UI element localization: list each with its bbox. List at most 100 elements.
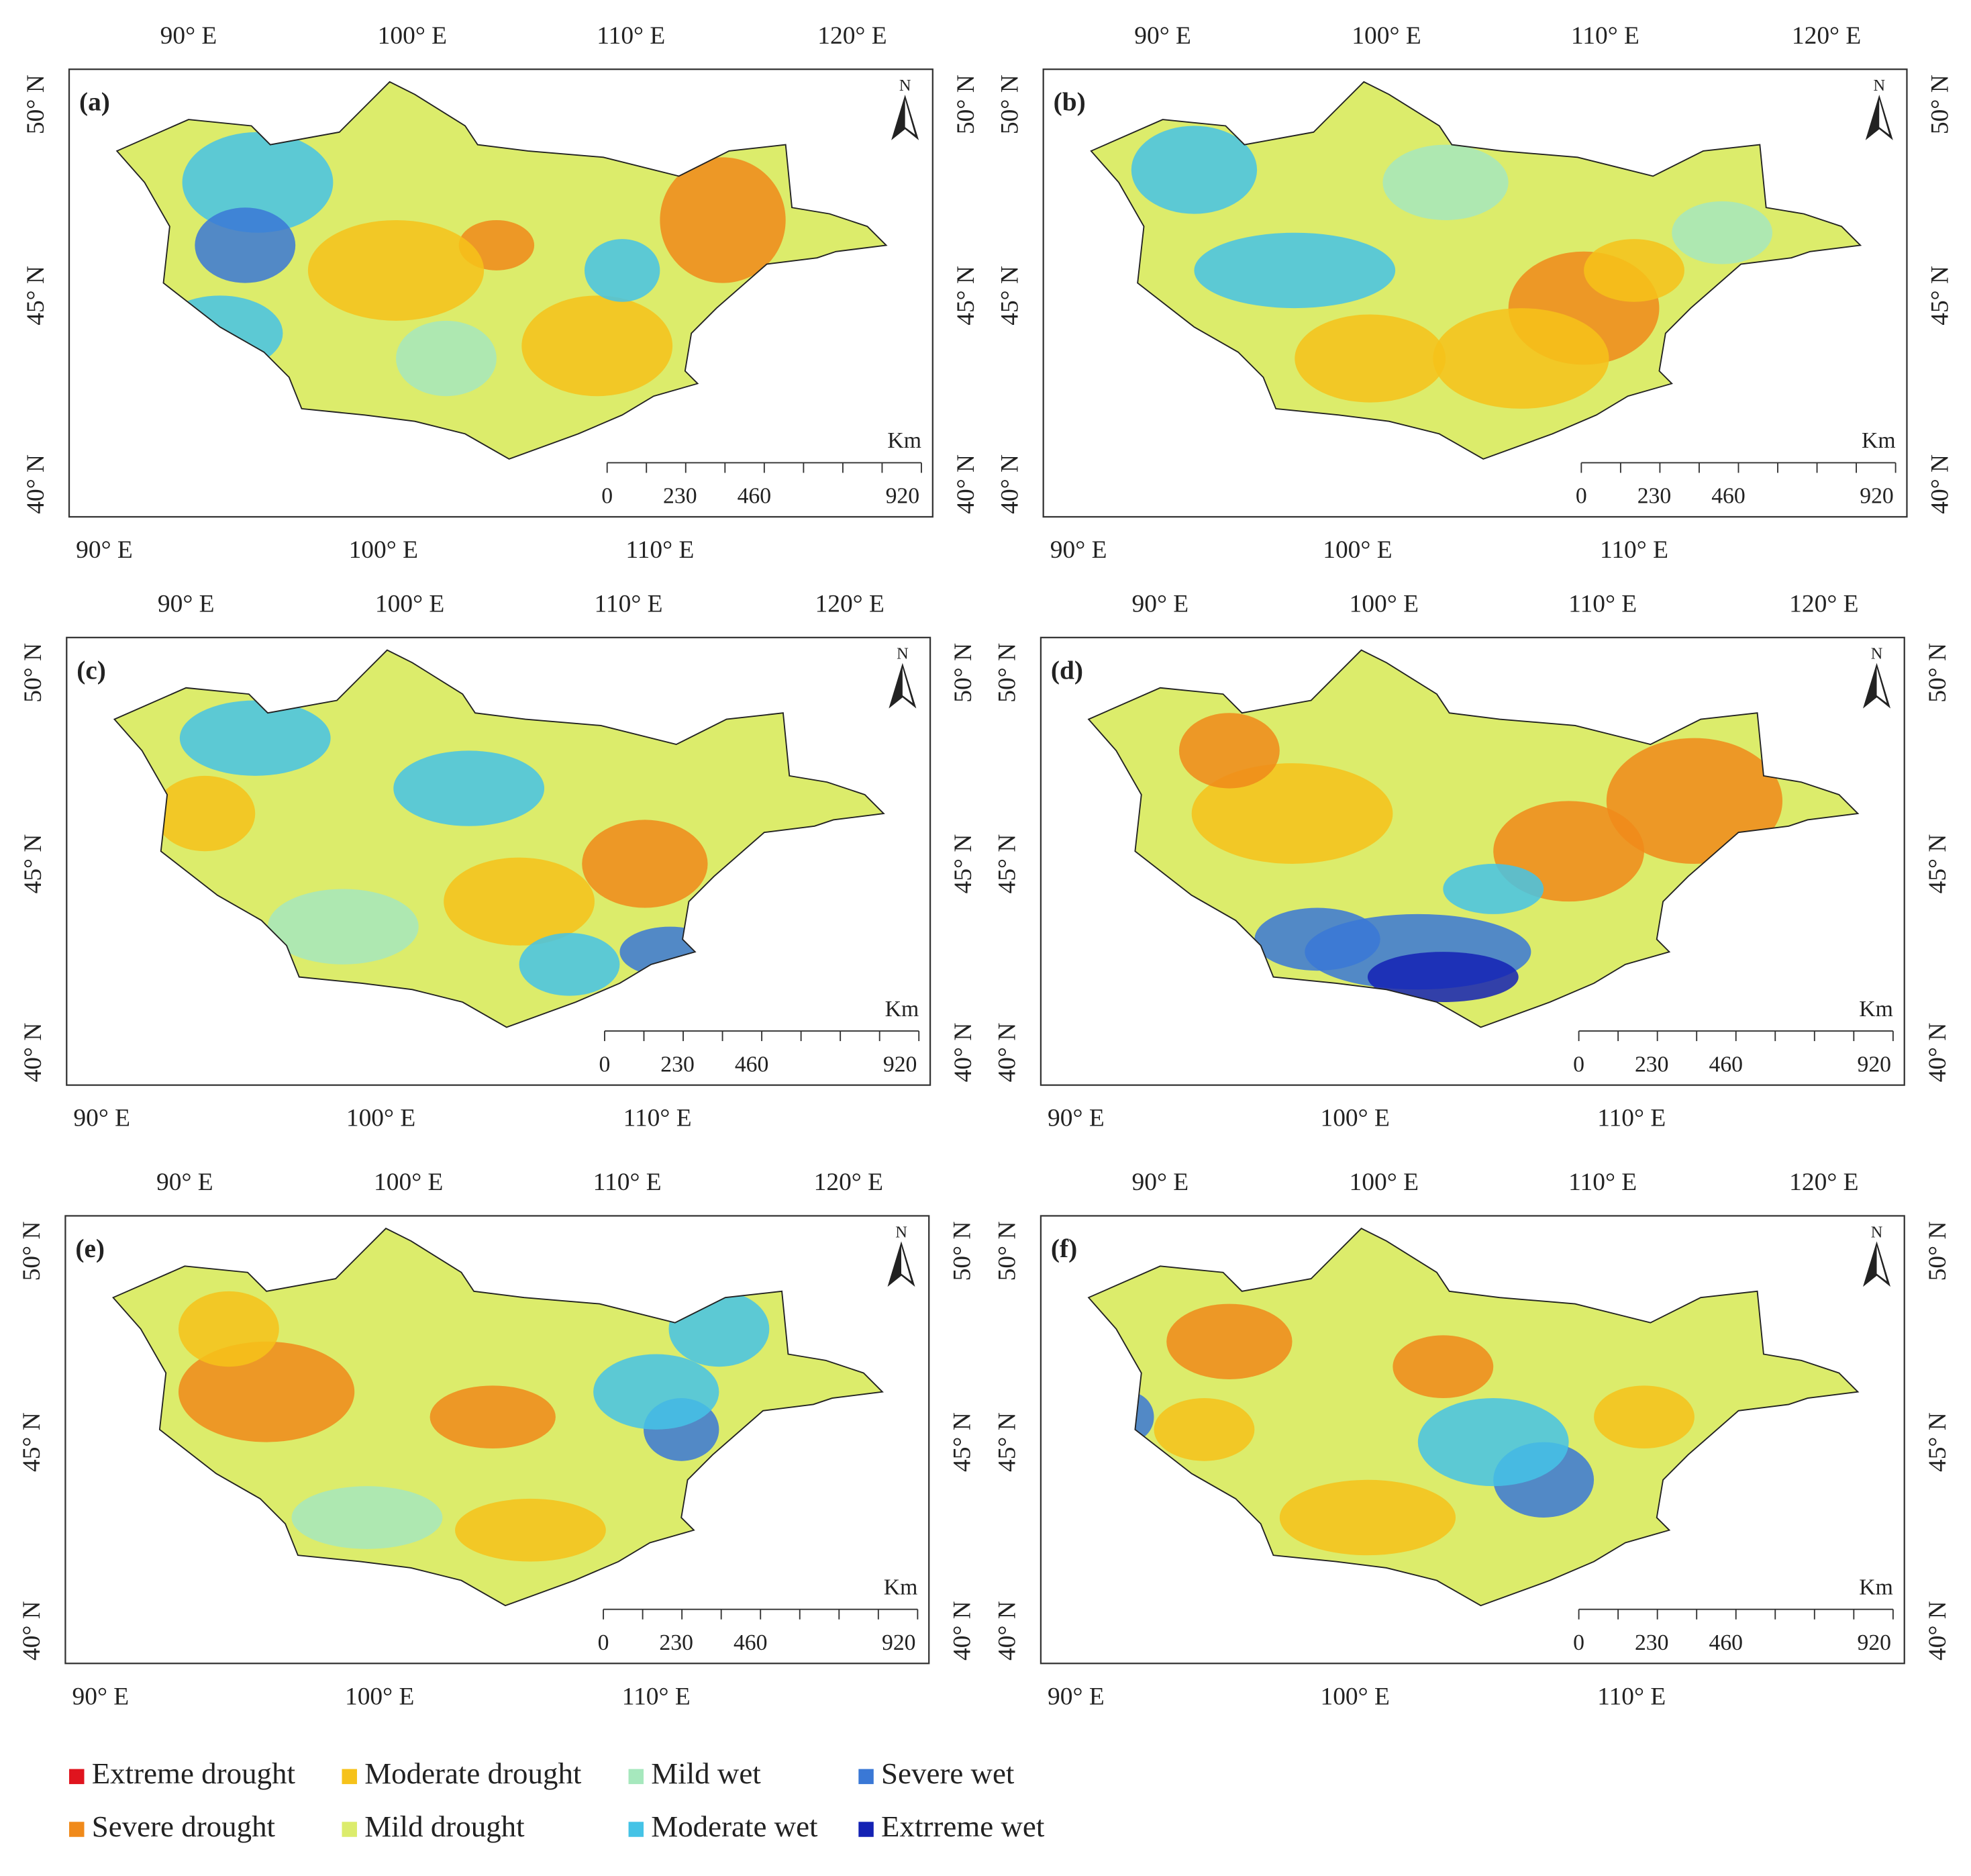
legend-swatch xyxy=(858,1769,874,1785)
lat-label-right: 45° N xyxy=(952,266,980,326)
lat-label-right: 40° N xyxy=(1924,1023,1952,1083)
north-arrow-half xyxy=(905,99,915,135)
drought-patch xyxy=(267,889,419,965)
lat-label-left: 50° N xyxy=(994,1221,1021,1281)
lat-label-right: 50° N xyxy=(1924,643,1952,703)
lat-label-left: 45° N xyxy=(19,834,47,894)
drought-patch xyxy=(1417,1398,1569,1487)
scale-label: 460 xyxy=(734,1630,768,1655)
lat-label-left: 50° N xyxy=(19,643,47,703)
north-label: N xyxy=(1871,1223,1883,1241)
drought-patch xyxy=(1191,763,1393,864)
drought-patch xyxy=(584,239,660,302)
scale-unit: Km xyxy=(1859,997,1893,1022)
legend-label: Extreme drought xyxy=(92,1757,296,1790)
lat-label-left: 40° N xyxy=(22,454,50,514)
panels: (a) N Km 0 230 460 920 90° E 100° E 110° E 120° E 9… xyxy=(18,22,1954,1710)
lat-label-left: 40° N xyxy=(19,1023,47,1083)
scale-label: 0 xyxy=(599,1052,611,1077)
lon-label-bottom: 90° E xyxy=(1048,1683,1105,1710)
lon-label-bottom: 110° E xyxy=(623,1105,692,1132)
lat-label-right: 40° N xyxy=(952,454,980,514)
drought-patch xyxy=(1178,713,1280,789)
drought-patch xyxy=(195,207,296,283)
drought-patch xyxy=(1367,952,1519,1003)
legend-label: Mild wet xyxy=(651,1757,761,1790)
drought-patch xyxy=(1382,144,1509,220)
lon-label-bottom: 110° E xyxy=(1600,536,1668,564)
legend-swatch xyxy=(858,1822,874,1837)
scale-label: 0 xyxy=(1573,1630,1584,1655)
lat-label-left: 45° N xyxy=(996,266,1023,326)
lat-label-left: 50° N xyxy=(994,643,1021,703)
lon-label-bottom: 90° E xyxy=(1048,1105,1105,1132)
lat-label-right: 50° N xyxy=(952,75,980,134)
scale-label: 920 xyxy=(886,484,920,509)
lon-label-top: 110° E xyxy=(1568,1169,1637,1196)
drought-patch xyxy=(182,132,334,233)
lon-label-bottom: 100° E xyxy=(345,1683,414,1710)
scale-label: 920 xyxy=(1857,1630,1891,1655)
drought-patch xyxy=(1131,126,1258,214)
north-label: N xyxy=(895,1223,907,1241)
scale-label: 230 xyxy=(660,1052,695,1077)
lat-label-left: 40° N xyxy=(996,454,1023,514)
legend-label: Severe wet xyxy=(881,1757,1015,1790)
lon-label-bottom: 100° E xyxy=(1320,1683,1389,1710)
scale-label: 0 xyxy=(598,1630,609,1655)
lon-label-top: 120° E xyxy=(1789,1169,1858,1196)
scale-unit: Km xyxy=(1859,1575,1893,1599)
lon-label-top: 90° E xyxy=(156,1169,213,1196)
lat-label-left: 45° N xyxy=(22,266,50,326)
lat-label-right: 50° N xyxy=(1924,1221,1952,1281)
lon-label-top: 120° E xyxy=(1789,591,1858,618)
lat-label-right: 40° N xyxy=(948,1601,976,1661)
lat-label-left: 50° N xyxy=(18,1221,46,1281)
drought-patch xyxy=(291,1486,443,1549)
lon-label-bottom: 110° E xyxy=(625,536,694,564)
lat-label-right: 40° N xyxy=(1924,1601,1952,1661)
lon-label-bottom: 90° E xyxy=(76,536,133,564)
legend-label: Severe drought xyxy=(92,1810,276,1843)
scale-label: 460 xyxy=(1709,1630,1743,1655)
lat-label-right: 50° N xyxy=(948,1221,976,1281)
lon-label-top: 110° E xyxy=(593,1169,662,1196)
drought-patch xyxy=(444,857,595,946)
scale-unit: Km xyxy=(885,997,919,1022)
north-arrow-half xyxy=(1876,1246,1887,1281)
panel-label: (f) xyxy=(1051,1234,1077,1263)
lon-label-top: 120° E xyxy=(815,591,885,618)
scale-label: 0 xyxy=(1576,484,1587,509)
drought-patch xyxy=(1393,1335,1494,1399)
scale-label: 0 xyxy=(1573,1052,1584,1077)
lon-label-bottom: 110° E xyxy=(1597,1683,1666,1710)
north-label: N xyxy=(897,645,909,663)
map-panel: (c) N Km 0 230 460 920 90° E 100° E 110° E 120° E 9… xyxy=(19,591,977,1132)
north-arrow-half xyxy=(902,667,913,703)
scale-unit: Km xyxy=(1862,428,1896,453)
lat-label-left: 40° N xyxy=(994,1023,1021,1083)
drought-patch xyxy=(307,219,485,321)
legend-swatch xyxy=(69,1822,85,1837)
panel-label: (a) xyxy=(79,87,110,117)
lat-label-left: 45° N xyxy=(994,1412,1021,1472)
scale-label: 230 xyxy=(1635,1052,1669,1077)
drought-patch xyxy=(154,775,256,852)
legend: Extreme drought Moderate drought Mild wet S… xyxy=(69,1757,1045,1843)
north-label: N xyxy=(1873,77,1885,95)
lon-label-top: 120° E xyxy=(814,1169,883,1196)
lon-label-bottom: 100° E xyxy=(1320,1105,1389,1132)
drought-patch xyxy=(1594,1385,1695,1448)
drought-patch xyxy=(1154,1398,1255,1461)
legend-label: Mild drought xyxy=(364,1810,525,1843)
legend-swatch xyxy=(69,1769,85,1785)
drought-patch xyxy=(519,933,620,996)
drought-patch xyxy=(593,1354,719,1430)
lon-label-top: 120° E xyxy=(1792,22,1861,50)
lon-label-top: 90° E xyxy=(1132,1169,1189,1196)
lon-label-top: 100° E xyxy=(1352,22,1421,50)
map-panel: (f) N Km 0 230 460 920 90° E 100° E 110° E 120° E 9… xyxy=(994,1169,1952,1710)
lon-label-top: 110° E xyxy=(597,22,665,50)
